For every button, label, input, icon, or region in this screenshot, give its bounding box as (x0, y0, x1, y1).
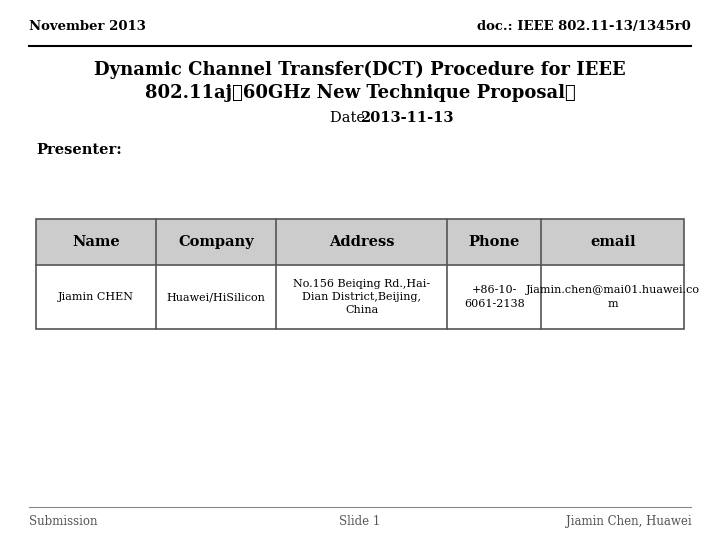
Text: Date:: Date: (330, 111, 374, 125)
Bar (36, 219, 684, 329)
Text: Huawei/HiSilicon: Huawei/HiSilicon (166, 292, 265, 302)
Text: doc.: IEEE 802.11-13/1345r0: doc.: IEEE 802.11-13/1345r0 (477, 21, 691, 33)
Text: email: email (590, 235, 636, 248)
Text: Jiamin CHEN: Jiamin CHEN (58, 292, 134, 302)
Text: Jiamin.chen@mai01.huawei.co
m: Jiamin.chen@mai01.huawei.co m (526, 286, 700, 308)
Text: Presenter:: Presenter: (36, 143, 122, 157)
Text: Address: Address (329, 235, 395, 248)
Text: Submission: Submission (29, 515, 97, 528)
Text: No.156 Beiqing Rd.,Hai-
Dian District,Beijing,
China: No.156 Beiqing Rd.,Hai- Dian District,Be… (293, 279, 430, 315)
Text: Date: 2013-11-13: Date: 2013-11-13 (296, 111, 424, 125)
Text: Jiamin Chen, Huawei: Jiamin Chen, Huawei (566, 515, 691, 528)
Text: Name: Name (72, 235, 120, 248)
Text: Dynamic Channel Transfer(DCT) Procedure for IEEE: Dynamic Channel Transfer(DCT) Procedure … (94, 61, 626, 79)
Text: Company: Company (178, 235, 253, 248)
Bar (36, 219, 684, 265)
Text: +86-10-
6061-2138: +86-10- 6061-2138 (464, 286, 525, 308)
Text: Slide 1: Slide 1 (339, 515, 381, 528)
Text: 2013-11-13: 2013-11-13 (360, 111, 454, 125)
Text: Phone: Phone (469, 235, 520, 248)
Text: November 2013: November 2013 (29, 21, 145, 33)
Text: 802.11aj（60GHz New Technique Proposal）: 802.11aj（60GHz New Technique Proposal） (145, 84, 575, 102)
